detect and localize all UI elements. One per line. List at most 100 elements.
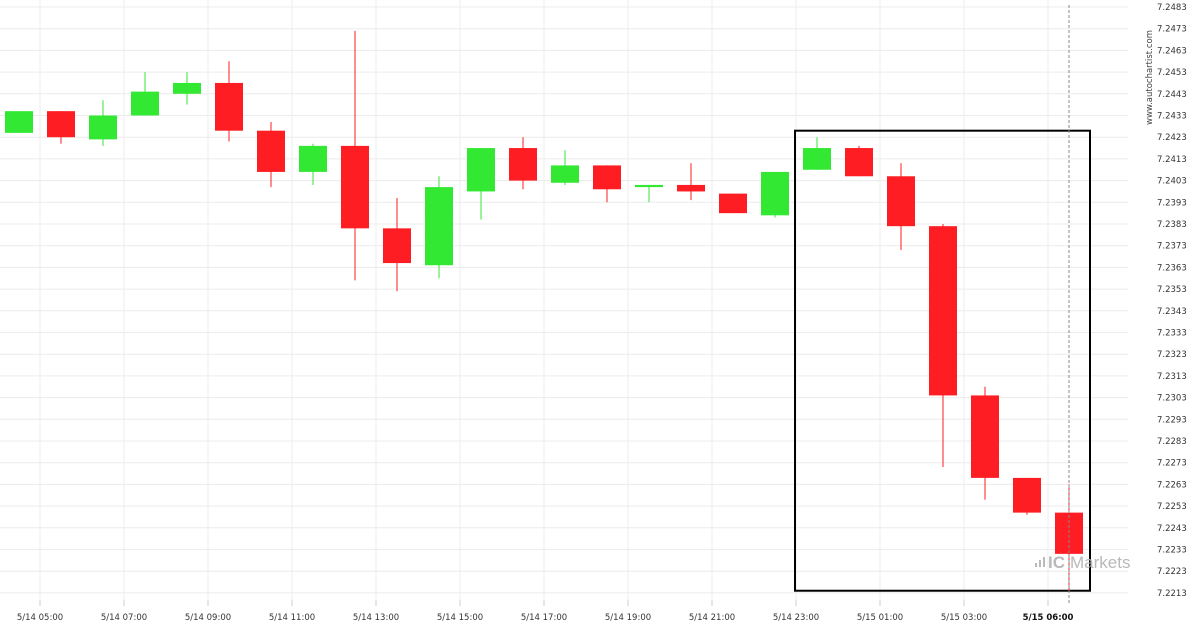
x-tick-label: 5/14 17:00 (521, 613, 567, 623)
candle-body (971, 395, 999, 478)
y-tick-label: 7.2433 (1157, 112, 1187, 122)
y-tick-label: 7.2413 (1157, 155, 1187, 165)
candle-body (467, 148, 495, 192)
y-tick-label: 7.2383 (1157, 220, 1187, 230)
x-tick-label: 5/14 23:00 (773, 613, 819, 623)
candle-body (761, 171, 789, 216)
candle (971, 386, 999, 500)
y-tick-label: 7.2293 (1157, 415, 1187, 425)
x-tick-label: 5/14 19:00 (605, 613, 651, 623)
candle (173, 72, 201, 105)
y-axis: 7.2483 7.2473 7.2463 7.2453 7.2443 7.2433 7.24… (1157, 3, 1187, 599)
candle (215, 61, 243, 142)
candle-body (887, 176, 915, 227)
candle (929, 224, 957, 468)
candle-body (509, 148, 537, 181)
watermark-text: www.autochartist.com (1145, 30, 1155, 125)
candle (1013, 477, 1041, 515)
y-tick-label: 7.2343 (1157, 307, 1187, 317)
x-tick-label: 5/14 11:00 (269, 613, 315, 623)
candle-body (551, 165, 579, 183)
x-tick-label: 5/15 03:00 (941, 613, 987, 623)
candle (719, 193, 747, 214)
x-tick-label: 5/14 13:00 (353, 613, 399, 623)
candle (257, 122, 285, 188)
candle (677, 163, 705, 201)
candle (761, 171, 789, 218)
candles-layer (5, 30, 1083, 593)
candle (131, 72, 159, 116)
y-tick-label: 7.2303 (1157, 394, 1187, 404)
candle-body (257, 130, 285, 172)
candle-body (215, 82, 243, 131)
candle (341, 30, 369, 281)
y-tick-label: 7.2483 (1157, 3, 1187, 13)
candle (593, 165, 621, 203)
y-tick-label: 7.2463 (1157, 46, 1187, 56)
grid-lines (0, 0, 1128, 600)
candle (467, 148, 495, 220)
y-tick-label: 7.2313 (1157, 372, 1187, 382)
candle-body (89, 115, 117, 140)
y-tick-label: 7.2473 (1157, 25, 1187, 35)
y-tick-label: 7.2403 (1157, 177, 1187, 187)
y-tick-label: 7.2363 (1157, 263, 1187, 273)
y-tick-label: 7.2453 (1157, 68, 1187, 78)
y-tick-label: 7.2253 (1157, 502, 1187, 512)
candle (425, 176, 453, 279)
candle (887, 163, 915, 251)
y-tick-label: 7.2393 (1157, 198, 1187, 208)
candle (551, 150, 579, 185)
candle (89, 100, 117, 146)
candle-body (593, 165, 621, 190)
candle (509, 137, 537, 190)
candle-body (383, 228, 411, 264)
y-tick-label: 7.2263 (1157, 480, 1187, 490)
candle (383, 197, 411, 292)
logo-prefix: IC (1048, 553, 1065, 572)
candle-body (131, 91, 159, 116)
candle (845, 145, 873, 177)
y-tick-label: 7.2243 (1157, 524, 1187, 534)
candle (635, 184, 663, 203)
candle (299, 143, 327, 185)
icmarkets-logo: IC Markets (1035, 553, 1130, 572)
pattern-box (794, 129, 1091, 592)
y-tick-label: 7.2443 (1157, 90, 1187, 100)
x-axis: 5/14 05:00 5/14 07:00 5/14 09:00 5/14 11:00… (17, 600, 1074, 623)
candle-body (929, 226, 957, 396)
candle-body (341, 145, 369, 229)
y-tick-label: 7.2333 (1157, 329, 1187, 339)
logo-text: Markets (1070, 553, 1130, 572)
candle (5, 111, 33, 133)
candle (803, 137, 831, 170)
x-tick-label: 5/15 01:00 (857, 613, 903, 623)
x-tick-label: 5/14 21:00 (689, 613, 735, 623)
candle (47, 111, 75, 144)
y-tick-label: 7.2213 (1157, 589, 1187, 599)
candle-body (173, 82, 201, 94)
candle-body (803, 148, 831, 170)
x-tick-label: 5/14 07:00 (101, 613, 147, 623)
pattern-box-layer (794, 129, 1091, 592)
x-tick-label: 5/14 09:00 (185, 613, 231, 623)
candle-body (635, 184, 663, 188)
candle-body (425, 187, 453, 266)
x-tick-label: 5/14 15:00 (437, 613, 483, 623)
y-tick-label: 7.2353 (1157, 285, 1187, 295)
x-tick-label: 5/14 05:00 (17, 613, 63, 623)
candle-body (47, 111, 75, 138)
candle-body (299, 145, 327, 172)
y-tick-label: 7.2233 (1157, 546, 1187, 556)
y-tick-label: 7.2423 (1157, 133, 1187, 143)
x-tick-label: 5/15 06:00 (1023, 613, 1074, 623)
candle-body (845, 148, 873, 177)
candle-body (1013, 477, 1041, 513)
candle-body (5, 111, 33, 133)
y-tick-label: 7.2323 (1157, 350, 1187, 360)
y-tick-label: 7.2283 (1157, 437, 1187, 447)
candle-body (677, 184, 705, 192)
y-tick-label: 7.2223 (1157, 567, 1187, 577)
candle-body (719, 193, 747, 214)
